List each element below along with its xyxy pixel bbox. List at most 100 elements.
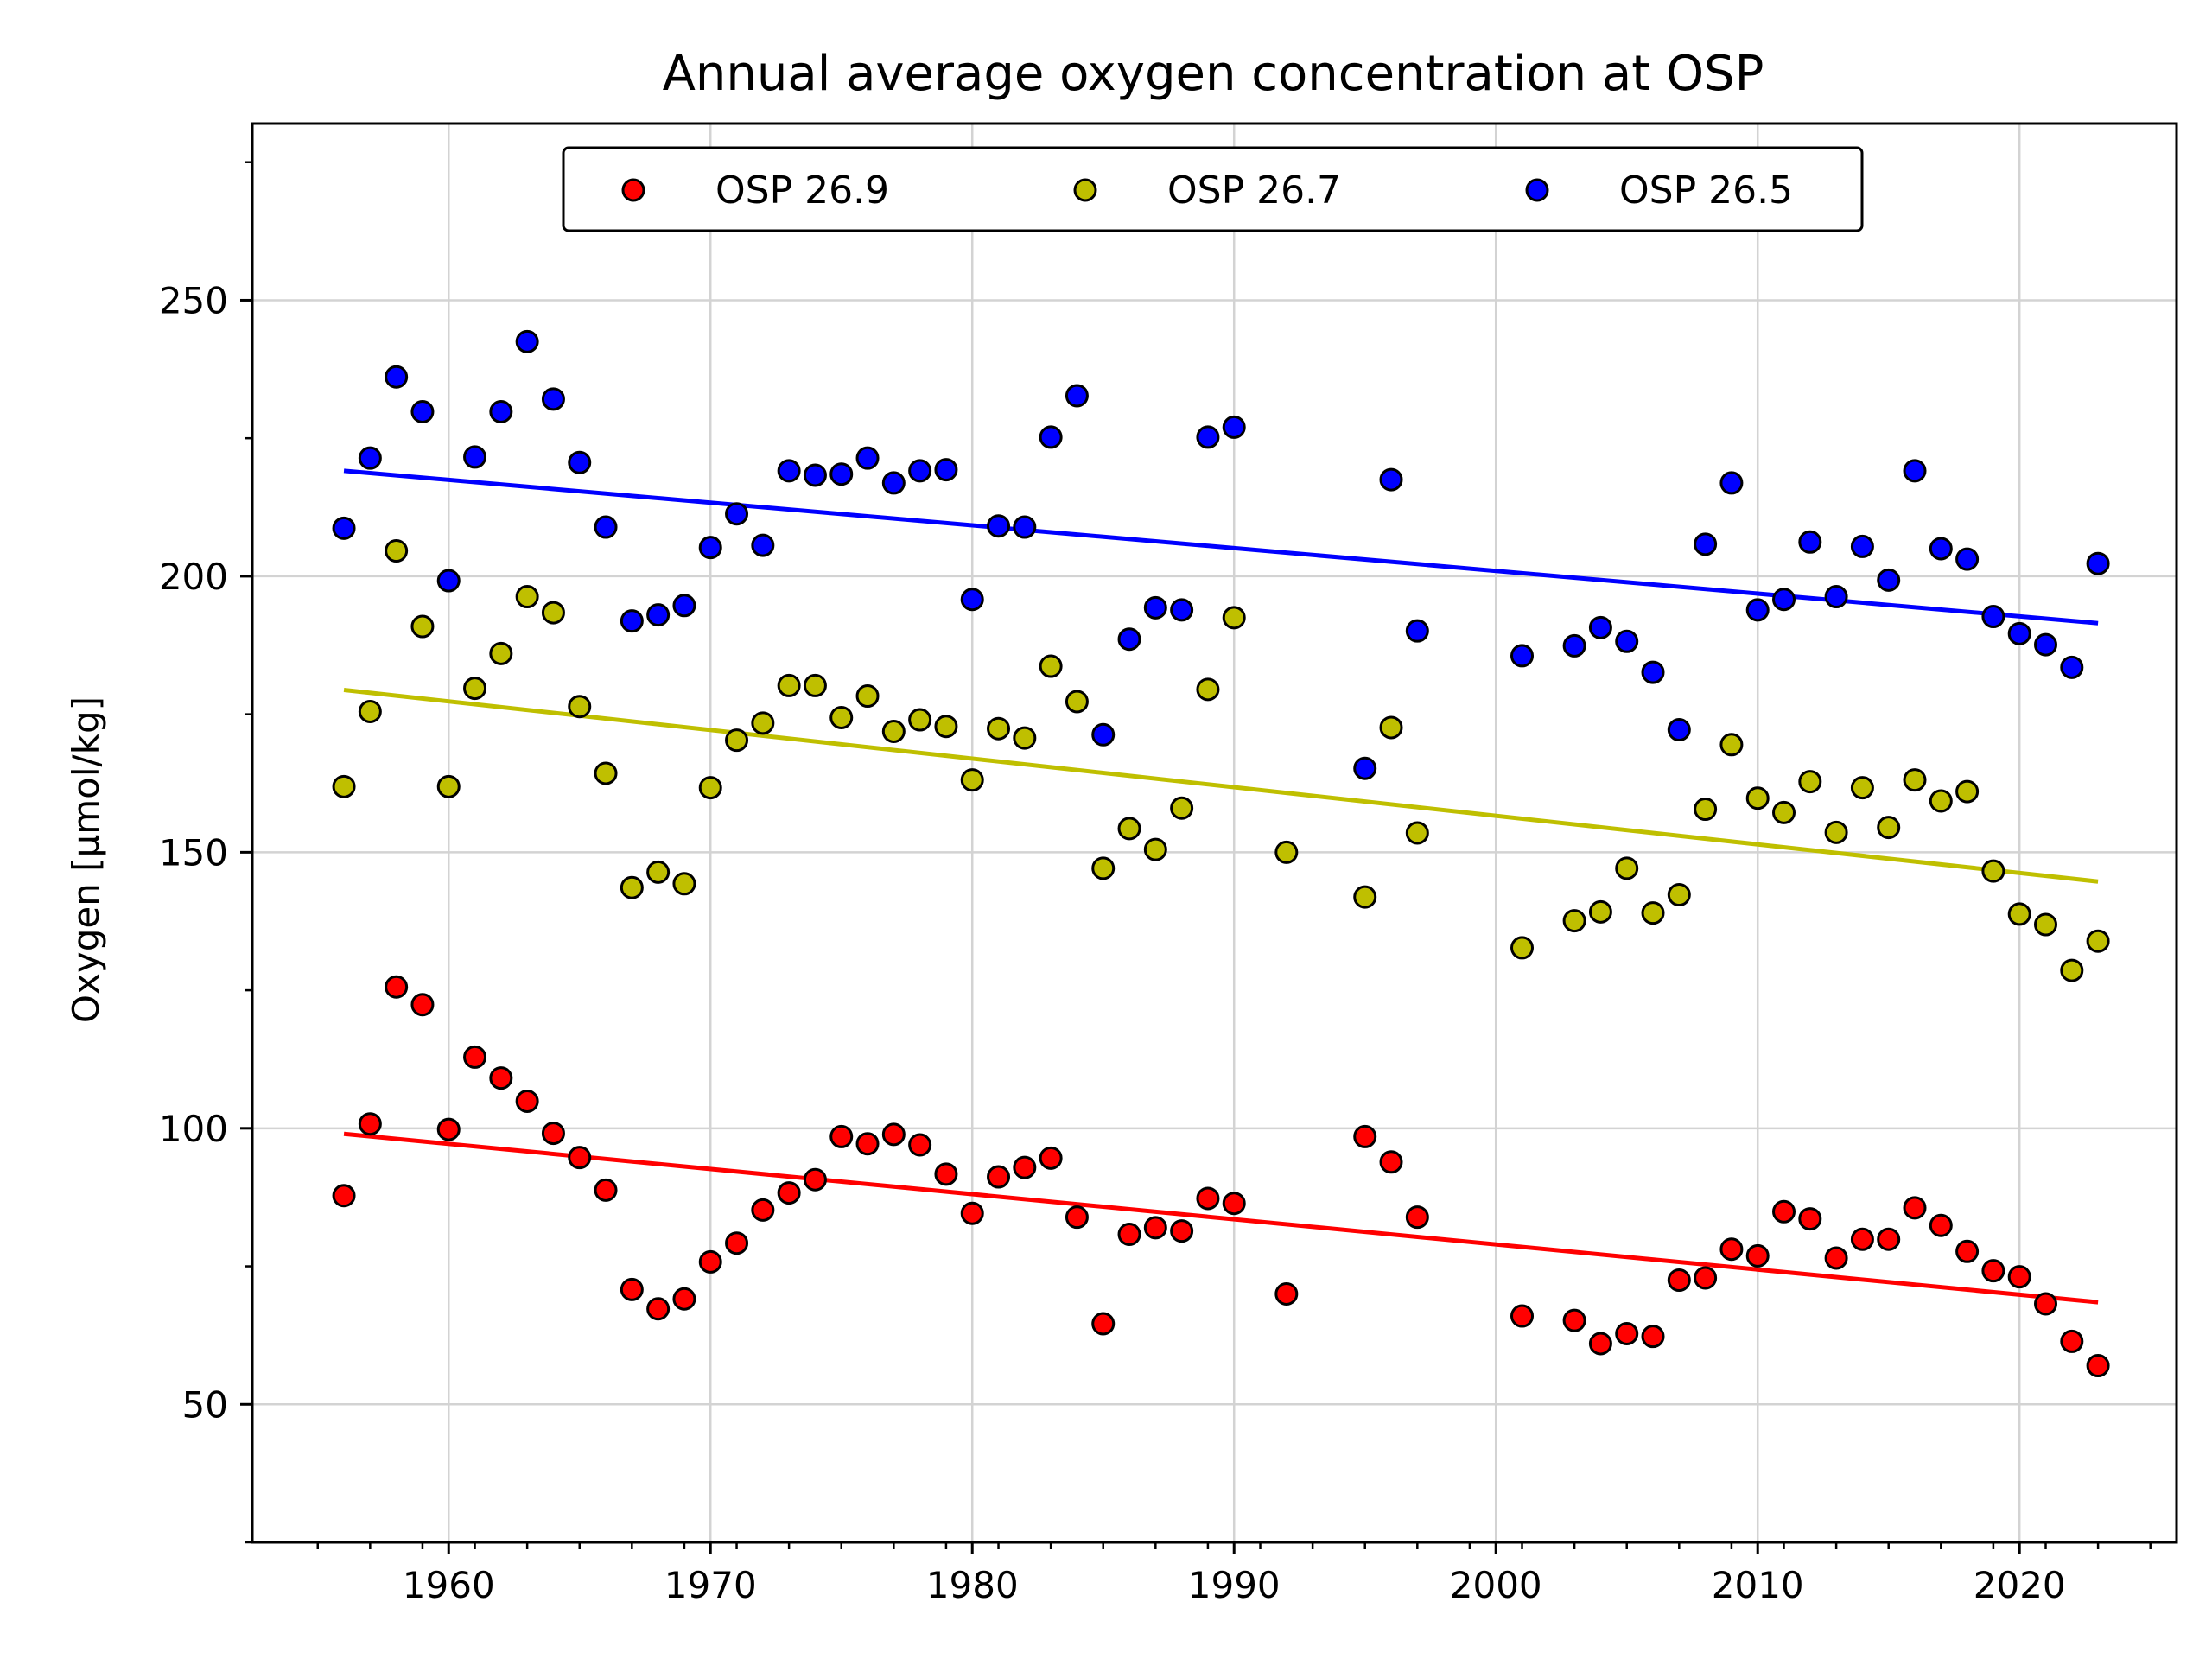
point-series-0 [2086,1354,2110,1378]
point-series-2 [1353,756,1377,780]
point-series-0 [2007,1265,2031,1289]
point-series-2 [1379,467,1403,492]
point-series-2 [463,445,487,469]
point-series-2 [908,459,932,483]
point-series-1 [385,539,409,563]
point-series-0 [672,1287,696,1311]
point-series-0 [436,1117,461,1141]
point-series-2 [489,400,513,424]
point-series-2 [436,569,461,593]
trend-line-series-0 [343,1131,2099,1305]
point-series-1 [1850,776,1874,800]
point-series-0 [1353,1124,1377,1148]
y-tick-label: 100 [159,1108,228,1150]
point-series-0 [1013,1155,1037,1179]
point-series-1 [751,711,775,735]
plot-frame [251,122,2178,1544]
point-series-1 [855,684,880,709]
point-series-1 [1091,856,1116,880]
point-series-2 [1510,644,1535,668]
point-series-0 [620,1277,644,1301]
point-series-1 [1196,677,1220,702]
point-series-0 [1065,1205,1089,1230]
point-series-0 [1091,1312,1116,1336]
point-series-0 [515,1090,539,1114]
point-series-0 [1850,1227,1874,1251]
point-series-2 [1903,459,1927,483]
point-series-0 [1824,1246,1848,1270]
point-series-2 [2007,621,2031,645]
x-tick-label: 1980 [926,1564,1019,1606]
point-series-2 [934,458,958,482]
legend-label-series-1: OSP 26.7 [1167,168,1341,213]
point-series-1 [1170,796,1194,820]
legend: OSP 26.9 OSP 26.7 OSP 26.5 [562,146,1864,232]
point-series-2 [1588,615,1612,639]
point-series-2 [725,502,749,526]
point-series-2 [1877,568,1901,592]
point-series-0 [855,1132,880,1156]
point-series-2 [1039,425,1063,449]
point-series-1 [463,677,487,701]
point-series-2 [1065,384,1089,408]
point-series-0 [698,1249,722,1274]
point-series-1 [541,601,565,625]
point-series-0 [1117,1222,1141,1246]
point-series-2 [541,387,565,411]
legend-marker-series-2 [1525,178,1549,202]
point-series-0 [987,1165,1011,1189]
point-series-2 [1641,660,1665,684]
tick-labels: 1960 1970 1980 1990 2000 2010 2020 50 100 150 200 2… [159,279,2066,1606]
point-series-1 [1955,779,1980,804]
point-series-2 [358,446,382,470]
point-series-0 [1196,1186,1220,1211]
point-series-0 [803,1167,827,1192]
point-series-0 [1170,1219,1194,1243]
point-series-2 [1013,515,1037,539]
point-series-1 [2034,912,2058,937]
grid-lines [252,124,2177,1542]
point-series-2 [332,516,356,540]
trend-line-series-2 [343,468,2099,626]
point-series-0 [1615,1321,1639,1345]
point-series-0 [1588,1332,1612,1356]
point-series-2 [1719,471,1744,495]
point-series-0 [1667,1268,1691,1293]
point-series-1 [960,768,984,792]
point-series-1 [2060,958,2084,982]
x-tick-label: 1990 [1188,1564,1281,1606]
legend-marker-series-1 [1073,178,1097,202]
point-series-2 [1196,425,1220,449]
point-series-2 [1091,722,1116,747]
point-series-1 [1694,798,1718,822]
point-series-1 [568,695,592,719]
point-series-1 [620,875,644,899]
y-tick-label: 250 [159,279,228,321]
trend-lines [343,468,2099,1305]
point-series-0 [1222,1192,1246,1216]
point-series-2 [855,446,880,470]
x-tick-label: 2020 [1974,1564,2066,1606]
point-series-2 [1615,629,1639,653]
point-series-1 [881,719,906,743]
point-series-2 [1955,547,1980,571]
point-series-1 [489,641,513,665]
point-series-2 [1929,537,1953,561]
point-series-1 [594,761,618,785]
y-axis-label: Oxygen [μmol/kg] [65,696,107,1023]
point-series-0 [358,1112,382,1136]
point-series-1 [803,673,827,697]
point-series-2 [960,588,984,612]
point-series-0 [646,1297,671,1321]
point-series-1 [1379,715,1403,740]
point-series-2 [1562,633,1586,658]
point-series-1 [410,614,435,639]
point-series-2 [1667,718,1691,742]
point-series-0 [2060,1329,2084,1353]
point-series-1 [1013,726,1037,750]
point-series-0 [1772,1199,1796,1224]
point-series-0 [1981,1259,2005,1283]
point-series-1 [1824,820,1848,844]
point-series-0 [332,1184,356,1208]
x-tick-label: 1970 [664,1564,757,1606]
